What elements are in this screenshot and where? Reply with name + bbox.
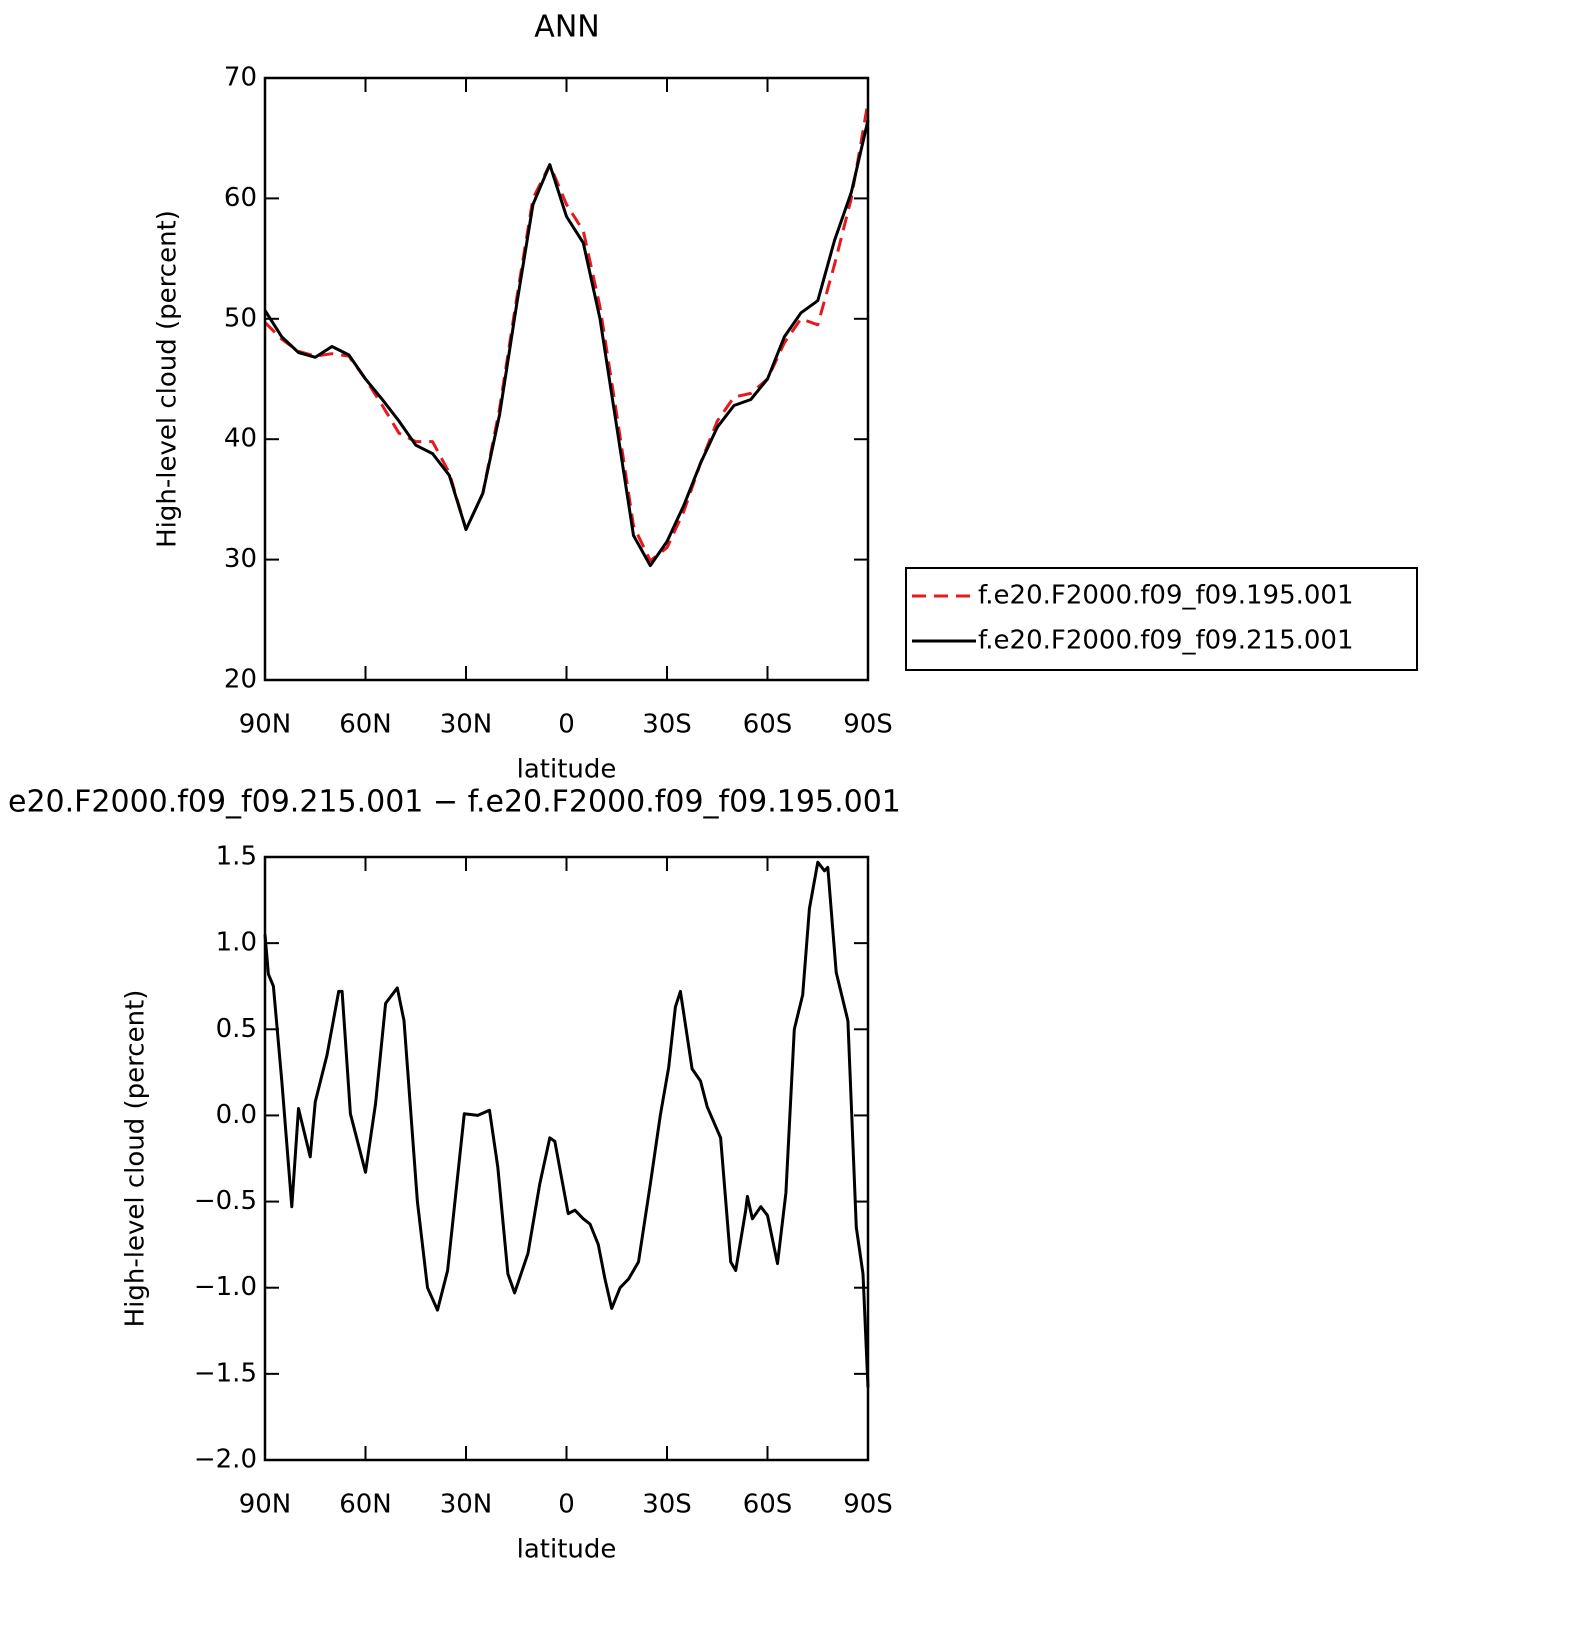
legend-box <box>905 567 1418 671</box>
x-tick-label: 30N <box>440 1490 493 1520</box>
y-tick-label: 1.5 <box>216 842 257 872</box>
legend-label: f.e20.F2000.f09_f09.195.001 <box>978 581 1354 611</box>
x-tick-label: 0 <box>558 710 575 740</box>
x-tick-label: 90N <box>239 710 292 740</box>
y-tick-label: 70 <box>224 63 257 93</box>
x-tick-label: 60S <box>743 1490 793 1520</box>
y-tick-label: 20 <box>224 665 257 695</box>
plot-frame <box>263 76 870 682</box>
x-tick-label: 30N <box>440 710 493 740</box>
y-tick-label: 30 <box>224 544 257 574</box>
y-tick-label: −1.5 <box>194 1358 257 1388</box>
chart-title: ANN <box>534 10 599 45</box>
x-tick-label: 90S <box>843 710 893 740</box>
x-tick-label: 30S <box>642 710 692 740</box>
x-tick-label: 90N <box>239 1490 292 1520</box>
y-tick-label: 40 <box>224 424 257 454</box>
y-tick-label: 0.5 <box>216 1014 257 1044</box>
y-tick-label: 0.0 <box>216 1100 257 1130</box>
y-axis-label: High-level cloud (percent) <box>121 990 151 1328</box>
x-tick-label: 60N <box>339 1490 392 1520</box>
y-tick-label: 60 <box>224 183 257 213</box>
y-tick-label: −0.5 <box>194 1186 257 1216</box>
chart-title: e20.F2000.f09_f09.215.001 − f.e20.F2000.… <box>8 785 901 820</box>
data-line <box>263 860 870 1388</box>
y-tick-label: 50 <box>224 303 257 333</box>
x-tick-label: 30S <box>642 1490 692 1520</box>
x-axis-label: latitude <box>517 1535 617 1565</box>
x-tick-label: 60S <box>743 710 793 740</box>
x-tick-label: 0 <box>558 1490 575 1520</box>
plot-frame <box>263 855 870 1462</box>
y-tick-label: 1.0 <box>216 928 257 958</box>
x-axis-label: latitude <box>517 755 617 785</box>
x-tick-label: 90S <box>843 1490 893 1520</box>
x-tick-label: 60N <box>339 710 392 740</box>
data-line <box>263 101 870 563</box>
data-line <box>263 119 870 568</box>
y-axis-label: High-level cloud (percent) <box>153 210 183 548</box>
legend-label: f.e20.F2000.f09_f09.215.001 <box>978 626 1354 656</box>
y-tick-label: −2.0 <box>194 1445 257 1475</box>
y-tick-label: −1.0 <box>194 1272 257 1302</box>
